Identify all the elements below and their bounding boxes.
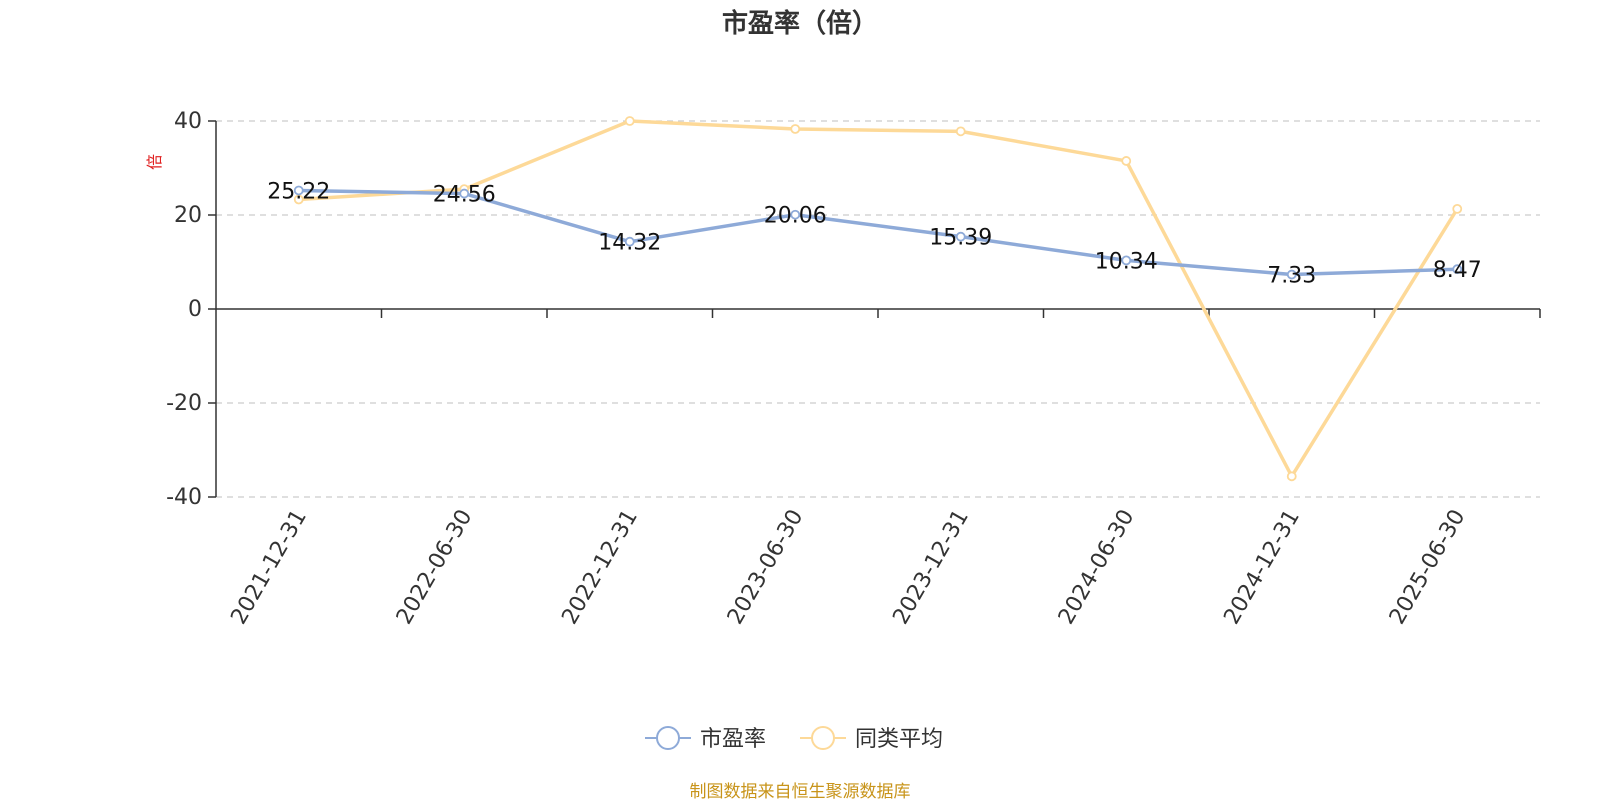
data-point — [624, 116, 635, 126]
data-label: 24.56 — [433, 183, 496, 208]
data-point — [955, 231, 966, 242]
y-tick-label: -20 — [166, 391, 202, 416]
grid-lines — [216, 120, 1540, 498]
data-point — [624, 236, 635, 247]
y-tick-label: -40 — [166, 485, 202, 510]
x-tick-label: 2021-12-31 — [226, 506, 312, 629]
legend-label: 市盈率 — [700, 727, 766, 752]
series-line-1 — [298, 119, 1459, 479]
data-point — [1121, 255, 1132, 266]
data-point — [1286, 269, 1297, 280]
legend-item-1[interactable]: 同类平均 — [800, 726, 943, 752]
data-point — [955, 126, 966, 137]
data-point — [1452, 203, 1463, 214]
x-tick-label: 2022-06-30 — [392, 506, 478, 629]
y-axis-label: 倍 — [145, 154, 164, 170]
data-point — [790, 209, 801, 220]
x-tick-label: 2022-12-31 — [557, 506, 643, 629]
data-label: 14.32 — [598, 231, 661, 256]
series-layer — [293, 116, 1463, 482]
axes: 40 20 0 -20 -40 2021-12-31 2022-06-30 2022-12-3… — [166, 109, 1541, 629]
data-label: 15.39 — [929, 226, 992, 251]
chart-title: 市盈率（倍） — [722, 8, 878, 39]
x-tick-label: 2023-12-31 — [888, 506, 974, 629]
data-point — [790, 124, 801, 134]
data-point — [1286, 471, 1297, 482]
data-label: 20.06 — [764, 204, 827, 229]
data-point — [1121, 156, 1132, 166]
data-label: 10.34 — [1095, 249, 1158, 274]
legend-item-0[interactable]: 市盈率 — [645, 726, 766, 752]
x-tick-label: 2023-06-30 — [723, 506, 809, 629]
data-label: 25.22 — [267, 179, 330, 204]
data-label: 8.47 — [1433, 258, 1482, 283]
legend-marker — [656, 726, 680, 750]
x-tick-label: 2024-12-31 — [1219, 506, 1305, 629]
data-point — [293, 185, 304, 196]
series-line-0 — [298, 188, 1458, 277]
y-tick-label: 20 — [174, 203, 202, 228]
source-note: 制图数据来自恒生聚源数据库 — [690, 782, 911, 800]
legend-label: 同类平均 — [855, 727, 943, 752]
data-point — [459, 188, 470, 199]
y-tick-label: 40 — [174, 109, 202, 134]
data-labels: 25.22 24.56 14.32 20.06 15.39 10.34 7.33 8.47 — [267, 179, 1481, 288]
legend: 市盈率 同类平均 — [645, 726, 943, 752]
y-tick-label: 0 — [188, 297, 202, 322]
data-point — [1452, 264, 1463, 275]
x-tick-label: 2024-06-30 — [1054, 506, 1140, 629]
x-tick-label: 2025-06-30 — [1385, 506, 1471, 629]
data-point — [293, 194, 304, 205]
data-label: 7.33 — [1267, 264, 1316, 289]
legend-marker — [811, 726, 835, 750]
